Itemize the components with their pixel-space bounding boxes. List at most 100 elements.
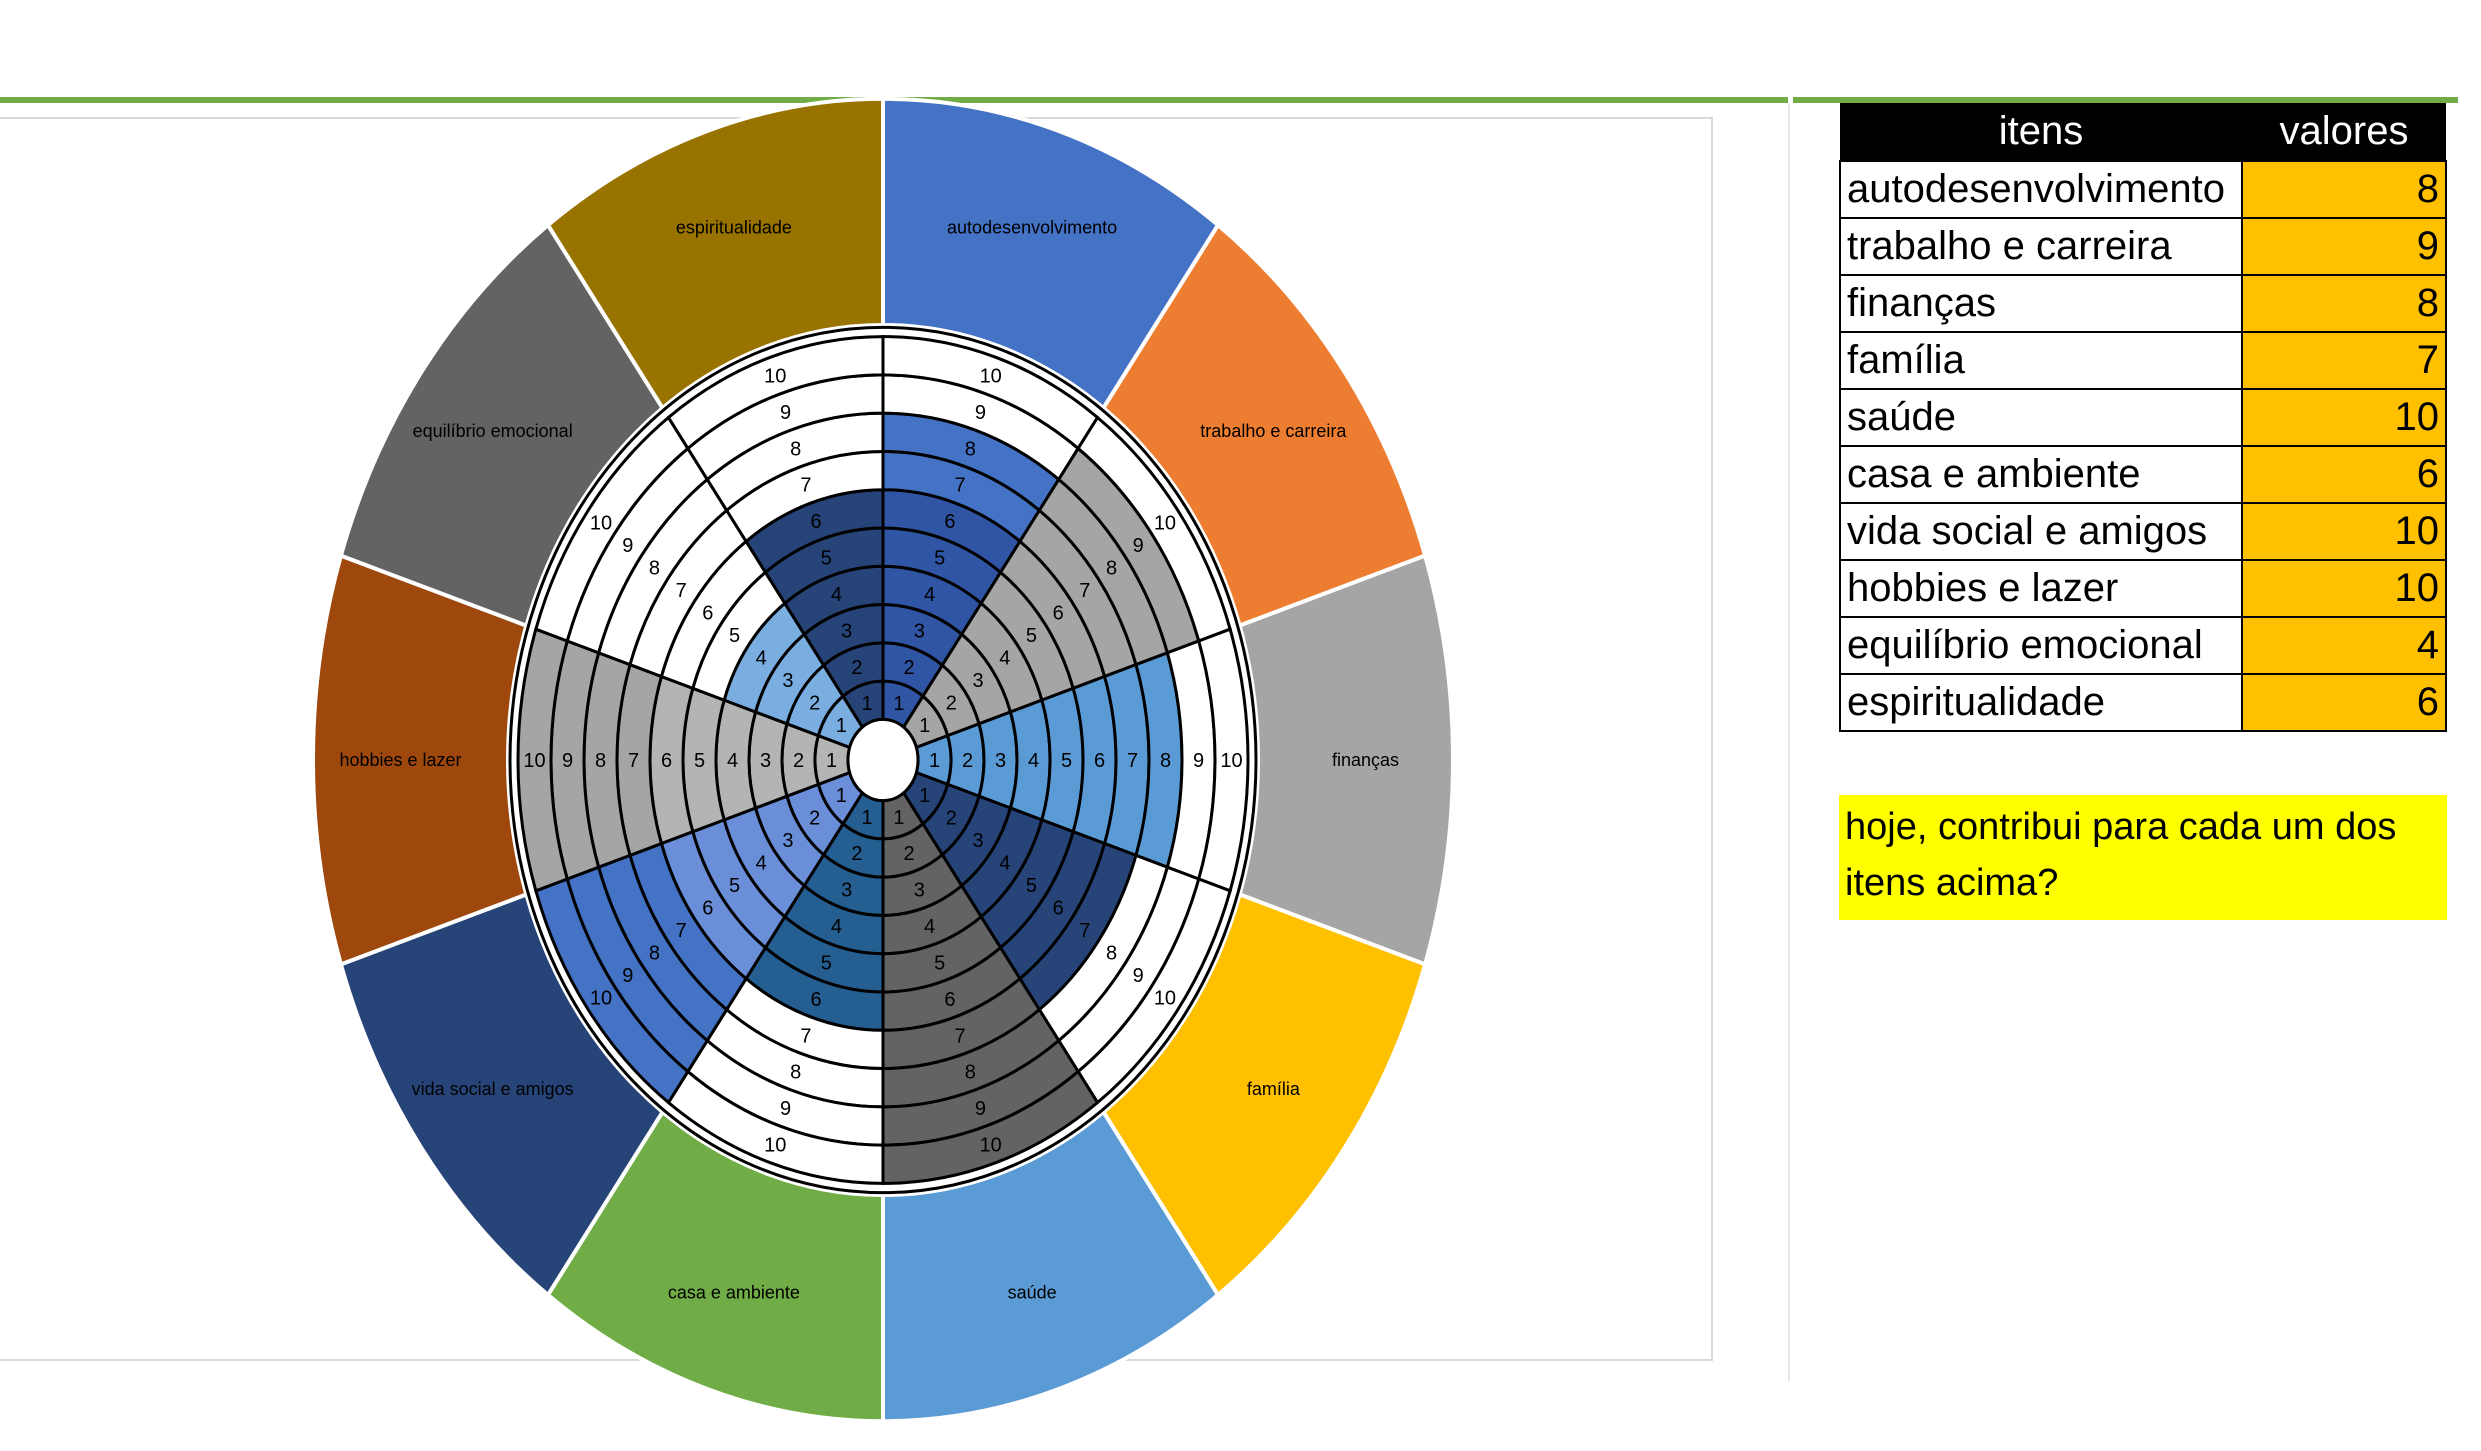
value-cell[interactable]: 4 xyxy=(2241,616,2447,675)
item-cell[interactable]: hobbies e lazer xyxy=(1839,559,2243,618)
ring-label: 1 xyxy=(919,785,930,807)
value-cell[interactable]: 8 xyxy=(2241,274,2447,333)
wheel-of-life-chart[interactable]: autodesenvolvimento trabalho e carreira fi… xyxy=(0,0,1760,1451)
ring-label: 6 xyxy=(944,989,955,1011)
ring-label: 9 xyxy=(780,402,791,424)
ring-label: 1 xyxy=(919,715,930,737)
table-row: espiritualidade 6 xyxy=(1839,673,2447,732)
ring-label: 8 xyxy=(649,557,660,579)
ring-label: 7 xyxy=(1127,750,1138,772)
ring-label: 3 xyxy=(760,750,771,772)
table-row: equilíbrio emocional 4 xyxy=(1839,616,2447,675)
ring-label: 6 xyxy=(702,602,713,624)
table-row: finanças 8 xyxy=(1839,274,2447,333)
value-cell[interactable]: 10 xyxy=(2241,502,2447,561)
ring-label: 9 xyxy=(622,535,633,557)
item-cell[interactable]: trabalho e carreira xyxy=(1839,217,2243,276)
ring-label: 7 xyxy=(800,1025,811,1047)
table-row: hobbies e lazer 10 xyxy=(1839,559,2447,618)
value-cell[interactable]: 7 xyxy=(2241,331,2447,390)
ring-label: 10 xyxy=(980,366,1002,388)
ring-label: 9 xyxy=(975,1098,986,1120)
item-cell[interactable]: autodesenvolvimento xyxy=(1839,160,2243,219)
ring-label: 10 xyxy=(1154,988,1176,1010)
category-label: equilíbrio emocional xyxy=(413,421,573,441)
ring-label: 6 xyxy=(1053,898,1064,920)
ring-label: 4 xyxy=(999,853,1010,875)
ring-label: 6 xyxy=(1094,750,1105,772)
category-label: vida social e amigos xyxy=(412,1079,574,1099)
ring-label: 8 xyxy=(649,943,660,965)
ring-label: 5 xyxy=(1026,875,1037,897)
table-row: autodesenvolvimento 8 xyxy=(1839,160,2447,219)
ring-label: 1 xyxy=(836,715,847,737)
value-cell[interactable]: 10 xyxy=(2241,388,2447,447)
ring-label: 2 xyxy=(851,843,862,865)
ring-label: 9 xyxy=(780,1098,791,1120)
ring-label: 6 xyxy=(1053,602,1064,624)
ring-label: 3 xyxy=(841,880,852,902)
ring-label: 9 xyxy=(975,402,986,424)
item-cell[interactable]: espiritualidade xyxy=(1839,673,2243,732)
item-cell[interactable]: equilíbrio emocional xyxy=(1839,616,2243,675)
ring-label: 9 xyxy=(622,965,633,987)
ring-label: 2 xyxy=(809,808,820,830)
ring-label: 8 xyxy=(965,1062,976,1084)
column-divider xyxy=(1788,103,1790,1381)
ring-label: 7 xyxy=(1079,920,1090,942)
ring-label: 7 xyxy=(628,750,639,772)
ring-label: 4 xyxy=(999,647,1010,669)
ring-label: 7 xyxy=(955,475,966,497)
ring-label: 7 xyxy=(800,475,811,497)
ring-label: 9 xyxy=(1193,750,1204,772)
ring-label: 7 xyxy=(676,920,687,942)
item-cell[interactable]: saúde xyxy=(1839,388,2243,447)
item-cell[interactable]: finanças xyxy=(1839,274,2243,333)
item-cell[interactable]: família xyxy=(1839,331,2243,390)
ring-label: 2 xyxy=(851,657,862,679)
ring-label: 7 xyxy=(955,1025,966,1047)
ring-label: 2 xyxy=(946,692,957,714)
ring-label: 3 xyxy=(841,620,852,642)
question-note: hoje, contribui para cada um dos itens a… xyxy=(1839,795,2447,920)
ring-label: 3 xyxy=(914,880,925,902)
center-hole xyxy=(846,717,920,803)
item-cell[interactable]: casa e ambiente xyxy=(1839,445,2243,504)
ring-label: 7 xyxy=(1079,580,1090,602)
category-label: família xyxy=(1247,1079,1301,1099)
item-cell[interactable]: vida social e amigos xyxy=(1839,502,2243,561)
value-cell[interactable]: 8 xyxy=(2241,160,2447,219)
value-cell[interactable]: 10 xyxy=(2241,559,2447,618)
ring-label: 6 xyxy=(702,898,713,920)
values-table: itens valores autodesenvolvimento 8 trabal… xyxy=(1839,103,2447,732)
ring-label: 6 xyxy=(944,511,955,533)
value-cell[interactable]: 6 xyxy=(2241,673,2447,732)
ring-label: 3 xyxy=(914,620,925,642)
ring-label: 5 xyxy=(934,548,945,570)
ring-label: 4 xyxy=(831,916,842,938)
ring-label: 3 xyxy=(782,830,793,852)
table-row: saúde 10 xyxy=(1839,388,2447,447)
ring-label: 2 xyxy=(962,750,973,772)
ring-label: 3 xyxy=(972,830,983,852)
value-cell[interactable]: 9 xyxy=(2241,217,2447,276)
category-label: finanças xyxy=(1332,750,1399,770)
table-row: vida social e amigos 10 xyxy=(1839,502,2447,561)
ring-label: 1 xyxy=(893,693,904,715)
ring-label: 4 xyxy=(831,584,842,606)
header-valores: valores xyxy=(2242,103,2446,161)
ring-label: 8 xyxy=(1160,750,1171,772)
ring-label: 8 xyxy=(965,438,976,460)
ring-cell xyxy=(666,335,885,451)
ring-label: 4 xyxy=(924,584,935,606)
ring-label: 5 xyxy=(729,875,740,897)
ring-label: 5 xyxy=(821,952,832,974)
value-cell[interactable]: 6 xyxy=(2241,445,2447,504)
category-label: casa e ambiente xyxy=(668,1282,800,1302)
ring-label: 8 xyxy=(1106,943,1117,965)
ring-label: 1 xyxy=(893,807,904,829)
ring-label: 5 xyxy=(1026,625,1037,647)
ring-label: 2 xyxy=(904,657,915,679)
category-label: espiritualidade xyxy=(676,218,792,238)
ring-label: 4 xyxy=(924,916,935,938)
